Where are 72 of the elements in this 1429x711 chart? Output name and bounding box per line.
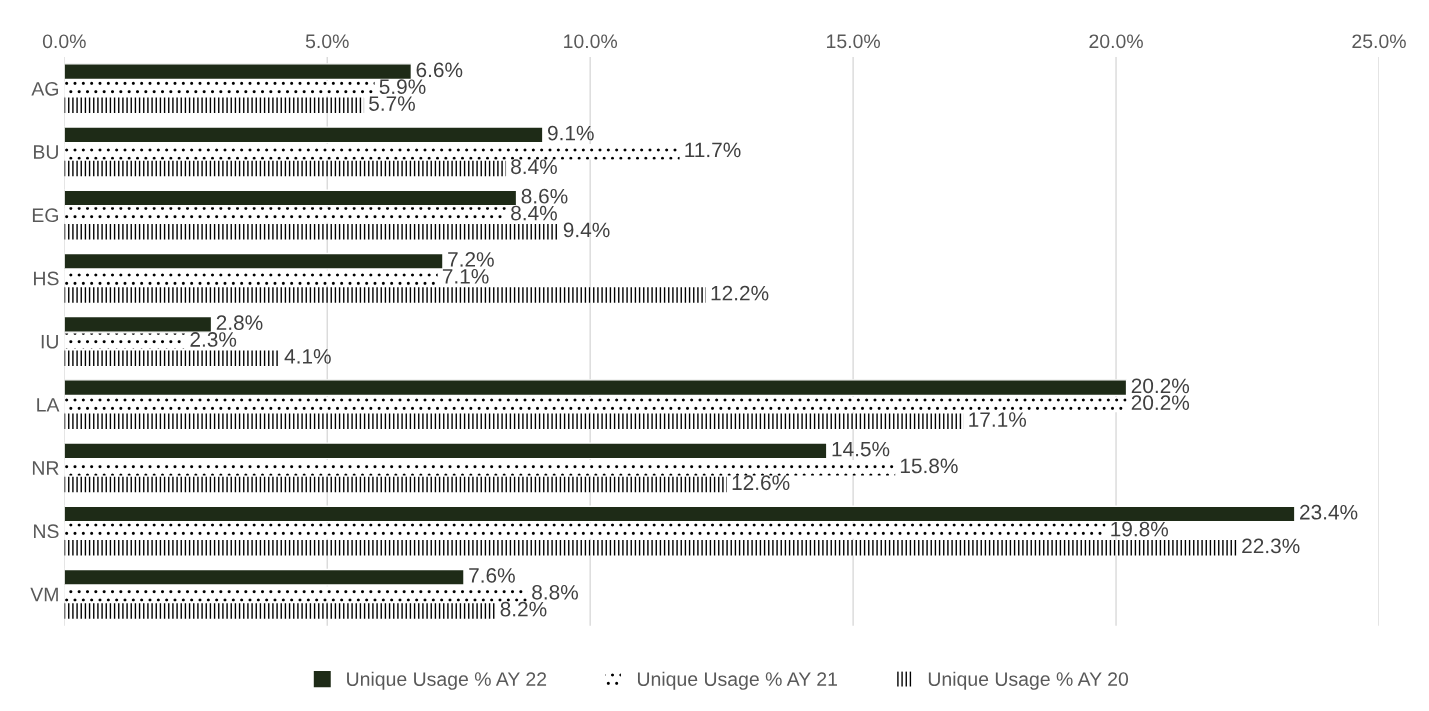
bar — [64, 80, 375, 97]
data-label: 8.8% — [532, 584, 578, 600]
y-tick-label: NR — [32, 461, 59, 475]
data-label: 12.2% — [711, 285, 769, 301]
bar — [64, 476, 727, 493]
bar — [64, 143, 680, 160]
data-label: 17.1% — [969, 412, 1027, 427]
data-label: 19.8% — [1111, 521, 1169, 537]
data-label: 20.2% — [1131, 395, 1190, 411]
y-tick-label: HS — [34, 271, 59, 286]
x-tick-label: 15.0% — [827, 34, 880, 49]
x-tick-label: 5.0% — [305, 34, 349, 49]
y-tick-label: NS — [34, 524, 59, 539]
bar — [64, 396, 1127, 413]
y-tick-label: IU — [41, 334, 58, 349]
legend-label: Unique Usage % AY 20 — [928, 671, 1129, 690]
bar — [64, 223, 559, 240]
data-label: 15.8% — [900, 458, 958, 474]
legend-label: Unique Usage % AY 22 — [347, 671, 547, 690]
data-label: 9.4% — [563, 222, 610, 238]
bar — [64, 160, 507, 177]
data-label: 5.7% — [369, 96, 415, 111]
data-label: 14.5% — [832, 441, 890, 457]
bar — [64, 603, 496, 619]
data-label: 9.1% — [547, 125, 594, 141]
y-tick-label: AG — [31, 81, 58, 96]
data-label: 2.8% — [216, 315, 263, 331]
data-label: 5.9% — [379, 79, 426, 95]
bar — [64, 379, 1128, 397]
data-label: 8.2% — [500, 601, 547, 617]
data-label: 7.6% — [469, 568, 515, 583]
bar — [64, 97, 365, 114]
x-tick-label: 10.0% — [564, 34, 618, 49]
bar — [64, 459, 896, 476]
bar — [64, 413, 964, 430]
y-tick-label: VM — [30, 587, 58, 602]
bar — [64, 63, 413, 81]
bar — [64, 189, 518, 207]
data-label: 6.6% — [416, 62, 463, 78]
bar — [64, 350, 280, 366]
x-tick-label: 20.0% — [1089, 34, 1143, 49]
bar — [64, 539, 1237, 556]
bar — [64, 126, 544, 144]
data-label: 8.4% — [511, 159, 557, 175]
data-label: 2.3% — [190, 332, 237, 347]
y-tick-label: EG — [32, 208, 58, 223]
data-label: 12.6% — [732, 475, 790, 491]
bar — [64, 287, 706, 303]
bar — [64, 505, 1296, 523]
data-label: 22.3% — [1242, 538, 1300, 554]
data-label: 11.7% — [685, 142, 741, 158]
bar — [64, 523, 1106, 539]
y-tick-label: BU — [34, 145, 58, 159]
data-label: 8.6% — [521, 188, 568, 204]
bar — [64, 270, 438, 286]
bar — [64, 442, 828, 460]
legend-label: Unique Usage % AY 21 — [637, 671, 837, 690]
data-label: 23.4% — [1300, 504, 1358, 520]
data-label: 20.2% — [1131, 378, 1190, 394]
bar — [64, 333, 186, 350]
bar — [64, 568, 465, 586]
x-tick-label: 25.0% — [1352, 34, 1406, 49]
data-label: 7.1% — [442, 269, 489, 284]
bar — [64, 586, 528, 602]
data-label: 8.4% — [511, 205, 557, 221]
x-tick-label: 0.0% — [42, 34, 86, 49]
bar — [64, 252, 444, 270]
data-label: 4.1% — [284, 349, 331, 364]
bar — [64, 315, 213, 333]
data-label: 7.2% — [448, 252, 494, 267]
y-tick-label: LA — [37, 398, 60, 412]
bar — [64, 207, 507, 223]
